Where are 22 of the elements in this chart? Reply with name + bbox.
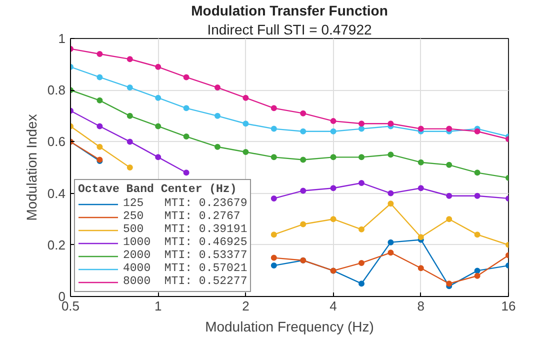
x-tick-label: 1 xyxy=(154,298,162,314)
y-tick-label: 0.4 xyxy=(47,186,66,201)
x-tick-label: 4 xyxy=(330,298,337,314)
x-tick-label: 8 xyxy=(417,298,425,314)
x-tick-label: 2 xyxy=(242,298,250,314)
legend-label: 8000 MTI: 0.52277 xyxy=(123,275,248,288)
chart-title: Modulation Transfer Function xyxy=(191,2,388,18)
y-axis-title: Modulation Index xyxy=(23,114,40,221)
legend-label: 125 MTI: 0.23679 xyxy=(123,197,248,210)
y-tick-label: 0.6 xyxy=(47,134,66,150)
legend-label: 4000 MTI: 0.57021 xyxy=(123,262,248,275)
x-axis-title: Modulation Frequency (Hz) xyxy=(205,318,374,334)
chart-subtitle: Indirect Full STI = 0.47922 xyxy=(207,22,372,38)
legend-label: 1000 MTI: 0.46925 xyxy=(123,236,248,249)
legend-label: 500 MTI: 0.39191 xyxy=(123,223,248,236)
y-tick-label: 0.8 xyxy=(47,82,66,98)
legend-label: 250 MTI: 0.2767 xyxy=(123,210,240,223)
x-tick-label: 16 xyxy=(501,298,516,314)
y-tick-label: 0.2 xyxy=(47,237,66,252)
legend-title: Octave Band Center (Hz) xyxy=(78,183,238,196)
legend-label: 2000 MTI: 0.53377 xyxy=(123,249,248,262)
y-tick-label: 1 xyxy=(58,31,66,46)
